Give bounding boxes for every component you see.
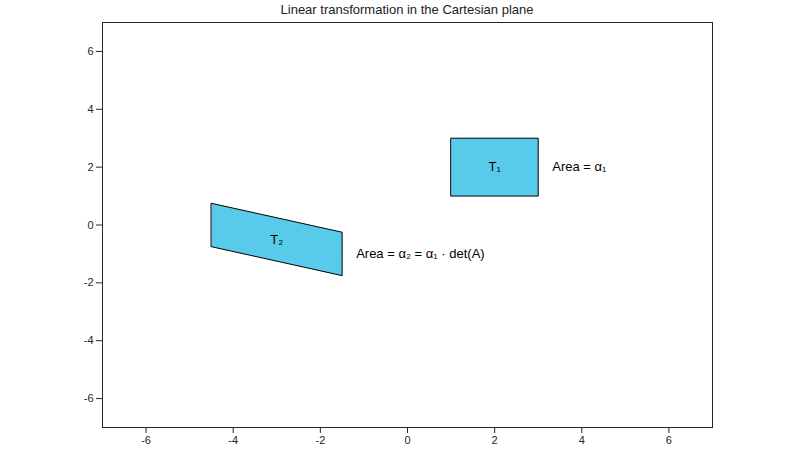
svg-text:-2: -2 <box>84 276 94 288</box>
svg-text:6: 6 <box>666 434 672 446</box>
svg-text:4: 4 <box>87 103 93 115</box>
svg-text:6: 6 <box>87 45 93 57</box>
svg-text:-4: -4 <box>84 334 94 346</box>
svg-text:2: 2 <box>492 434 498 446</box>
svg-text:Area = α₁: Area = α₁ <box>552 159 607 174</box>
svg-text:0: 0 <box>87 219 93 231</box>
svg-text:4: 4 <box>579 434 585 446</box>
svg-text:Area = α₂ = α₁ · det(A): Area = α₂ = α₁ · det(A) <box>356 246 485 261</box>
svg-text:-4: -4 <box>228 434 238 446</box>
svg-text:0: 0 <box>404 434 410 446</box>
svg-text:-6: -6 <box>141 434 151 446</box>
svg-text:T₂: T₂ <box>270 232 283 247</box>
svg-text:T₁: T₁ <box>488 159 501 174</box>
svg-text:2: 2 <box>87 161 93 173</box>
html-text:Linear transformation in the C: Linear transformation in the Cartesian p… <box>280 2 534 17</box>
svg-text:-6: -6 <box>84 392 94 404</box>
svg-text:-2: -2 <box>315 434 325 446</box>
